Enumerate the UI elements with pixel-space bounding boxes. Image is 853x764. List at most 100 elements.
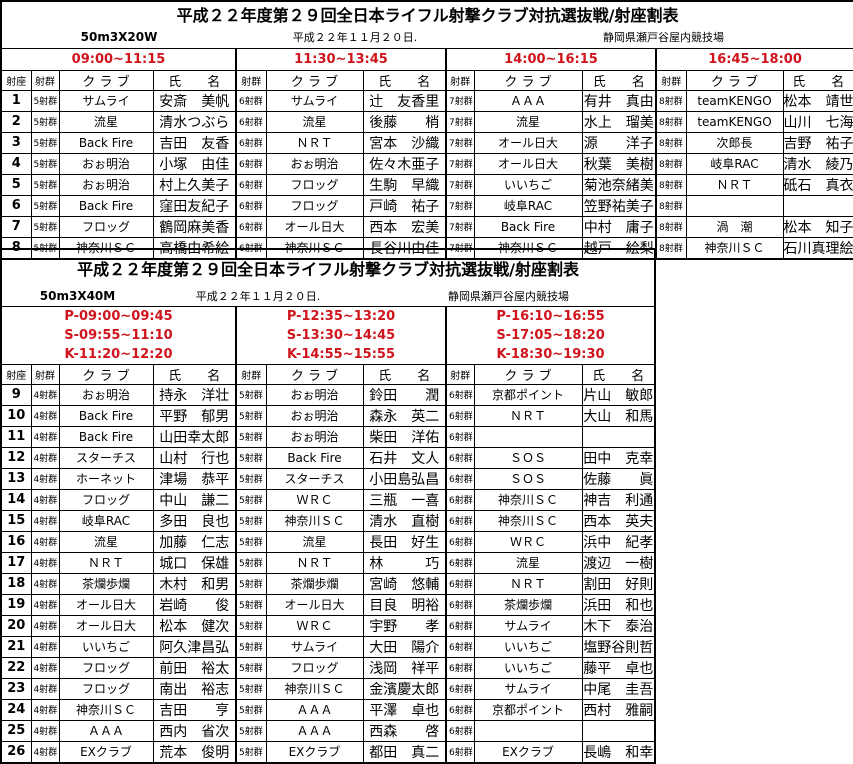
club-name: Back Fire bbox=[58, 194, 154, 217]
shooter-name: 清水 綾乃 bbox=[782, 152, 853, 175]
shooter-name: 笠野祐美子 bbox=[581, 194, 657, 217]
shooter-name: 秋葉 美樹 bbox=[581, 152, 657, 175]
shooting-group: 5射群 bbox=[235, 488, 267, 511]
shooter-name: 山村 行也 bbox=[152, 446, 237, 469]
seat-number: 16 bbox=[0, 530, 32, 553]
club-name: オール日大 bbox=[265, 215, 364, 238]
shooting-group: 4射群 bbox=[30, 614, 60, 637]
shooting-group: 6射群 bbox=[445, 551, 475, 574]
table-row: 23 4射群 フロッグ 南出 裕志 5射群 神奈川ＳＣ 金濱慶太郎 6射群 サムライ 中尾 圭吾 bbox=[0, 677, 656, 700]
seat-number: 11 bbox=[0, 425, 32, 448]
shooter-name: 松本 靖世 bbox=[782, 89, 853, 112]
club-name: おぉ明治 bbox=[265, 383, 364, 406]
shooter-name: 藤平 卓也 bbox=[581, 656, 656, 679]
shooting-group: 5射群 bbox=[30, 194, 60, 217]
club-name: オール日大 bbox=[473, 131, 583, 154]
club-name: いいちご bbox=[58, 635, 154, 658]
shooter-name: 安斎 美帆 bbox=[152, 89, 237, 112]
header-club: ク ラ ブ bbox=[265, 363, 364, 385]
club-name: EXクラブ bbox=[265, 740, 364, 763]
table-row: 9 4射群 おぉ明治 持永 洋壮 5射群 おぉ明治 鈴田 潤 6射群 京都ポイント 片山 敏郎 bbox=[0, 383, 656, 406]
table-row: 24 4射群 神奈川ＳＣ 吉田 亨 5射群 ＡＡＡ 平澤 卓也 6射群 京都ポイント 西村 雅嗣 bbox=[0, 698, 656, 721]
seat-number: 18 bbox=[0, 572, 32, 595]
shooting-group: 4射群 bbox=[30, 551, 60, 574]
table-row: 10 4射群 Back Fire 平野 郁男 5射群 おぉ明治 森永 英二 6射群 ＮＲＴ 大山 … bbox=[0, 404, 656, 427]
shooting-group: 6射群 bbox=[235, 131, 267, 154]
shooting-group: 4射群 bbox=[30, 719, 60, 742]
shooter-name: 佐藤 眞 bbox=[581, 467, 656, 490]
header-group: 射群 bbox=[30, 363, 60, 385]
club-name: オール日大 bbox=[58, 614, 154, 637]
shooter-name: 割田 好則 bbox=[581, 572, 656, 595]
shooter-name: 水上 瑠美 bbox=[581, 110, 657, 133]
club-name: 次郎長 bbox=[685, 131, 784, 154]
club-name: ＮＲＴ bbox=[473, 572, 583, 595]
table-row: 18 4射群 茶爛歩爛 木村 和男 5射群 茶爛歩爛 宮崎 悠輔 6射群 ＮＲＴ 割田 好則 bbox=[0, 572, 656, 595]
table-row: 3 5射群 Back Fire 吉田 友香 6射群 ＮＲＴ 宮本 沙織 7射群 オール日大源 洋… bbox=[0, 131, 853, 154]
seat-number: 14 bbox=[0, 488, 32, 511]
seat-number: 23 bbox=[0, 677, 32, 700]
header-name: 氏 名 bbox=[782, 69, 853, 91]
shooter-name: 阿久津昌弘 bbox=[152, 635, 237, 658]
table-row: 12 4射群 スターチス 山村 行也 5射群 Back Fire 石井 文人 6射群 ＳＯＳ 田中… bbox=[0, 446, 656, 469]
bottom-seating-table: 平成２２年度第２９回全日本ライフル射撃クラブ対抗選抜戦/射座割表 50m3X40M… bbox=[0, 248, 657, 764]
seat-number: 3 bbox=[0, 131, 32, 154]
seat-number: 7 bbox=[0, 215, 32, 238]
shooting-group: 5射群 bbox=[235, 593, 267, 616]
shooting-group: 8射群 bbox=[655, 131, 687, 154]
shooter-name: 平野 郁男 bbox=[152, 404, 237, 427]
club-name: 流星 bbox=[58, 110, 154, 133]
shooting-group: 5射群 bbox=[30, 173, 60, 196]
club-name: 茶爛歩爛 bbox=[265, 572, 364, 595]
header-club: ク ラ ブ bbox=[473, 69, 583, 91]
shooting-group: 6射群 bbox=[445, 635, 475, 658]
club-name: フロッグ bbox=[58, 677, 154, 700]
shooting-group: 6射群 bbox=[445, 614, 475, 637]
header-club: ク ラ ブ bbox=[265, 69, 364, 91]
seat-number: 10 bbox=[0, 404, 32, 427]
session-time: 16:45~18:00 bbox=[654, 47, 853, 71]
shooter-name: 加藤 仁志 bbox=[152, 530, 237, 553]
shooting-group: 8射群 bbox=[655, 110, 687, 133]
club-name bbox=[473, 719, 583, 742]
shooting-group: 6射群 bbox=[445, 530, 475, 553]
header-club: ク ラ ブ bbox=[58, 69, 154, 91]
seat-number: 26 bbox=[0, 740, 32, 763]
club-name: おぉ明治 bbox=[58, 383, 154, 406]
club-name: 渦 潮 bbox=[685, 215, 784, 238]
club-name: ＮＲＴ bbox=[473, 404, 583, 427]
shooting-group: 6射群 bbox=[445, 467, 475, 490]
club-name: ＷＲＣ bbox=[265, 488, 364, 511]
shooter-name: 清水つぶら bbox=[152, 110, 237, 133]
session-time-line: S-13:30~14:45 bbox=[286, 327, 396, 343]
event-date: 平成２２年１１月２０日. bbox=[195, 289, 321, 303]
club-name: おぉ明治 bbox=[265, 404, 364, 427]
table-row: 5 5射群 おぉ明治 村上久美子 6射群 フロッグ 生駒 早織 7射群 いいちご 菊池奈緒美 8射群… bbox=[0, 173, 853, 196]
shooting-group: 6射群 bbox=[235, 194, 267, 217]
shooting-group: 4射群 bbox=[30, 677, 60, 700]
shooter-name: 岩崎 俊 bbox=[152, 593, 237, 616]
club-name: フロッグ bbox=[58, 488, 154, 511]
shooting-group: 5射群 bbox=[235, 719, 267, 742]
header-seat: 射座 bbox=[0, 69, 32, 91]
session-time-line: P-12:35~13:20 bbox=[286, 308, 396, 324]
club-name: いいちご bbox=[473, 656, 583, 679]
club-name: サムライ bbox=[265, 635, 364, 658]
shooter-name: 小田島弘昌 bbox=[362, 467, 447, 490]
shooting-group: 5射群 bbox=[235, 635, 267, 658]
shooting-group: 6射群 bbox=[235, 173, 267, 196]
seat-number: 5 bbox=[0, 173, 32, 196]
header-name: 氏 名 bbox=[362, 363, 447, 385]
shooter-name: 浅岡 祥平 bbox=[362, 656, 447, 679]
shooter-name: 生駒 早織 bbox=[362, 173, 447, 196]
header-club: ク ラ ブ bbox=[473, 363, 583, 385]
shooter-name: 多田 良也 bbox=[152, 509, 237, 532]
seat-number: 6 bbox=[0, 194, 32, 217]
club-name: 京都ポイント bbox=[473, 383, 583, 406]
club-name: 神奈川ＳＣ bbox=[473, 509, 583, 532]
seat-number: 12 bbox=[0, 446, 32, 469]
club-name: ＷＲＣ bbox=[265, 614, 364, 637]
shooter-name: 宮崎 悠輔 bbox=[362, 572, 447, 595]
session-time-line: S-17:05~18:20 bbox=[496, 327, 605, 343]
shooting-group: 4射群 bbox=[30, 635, 60, 658]
